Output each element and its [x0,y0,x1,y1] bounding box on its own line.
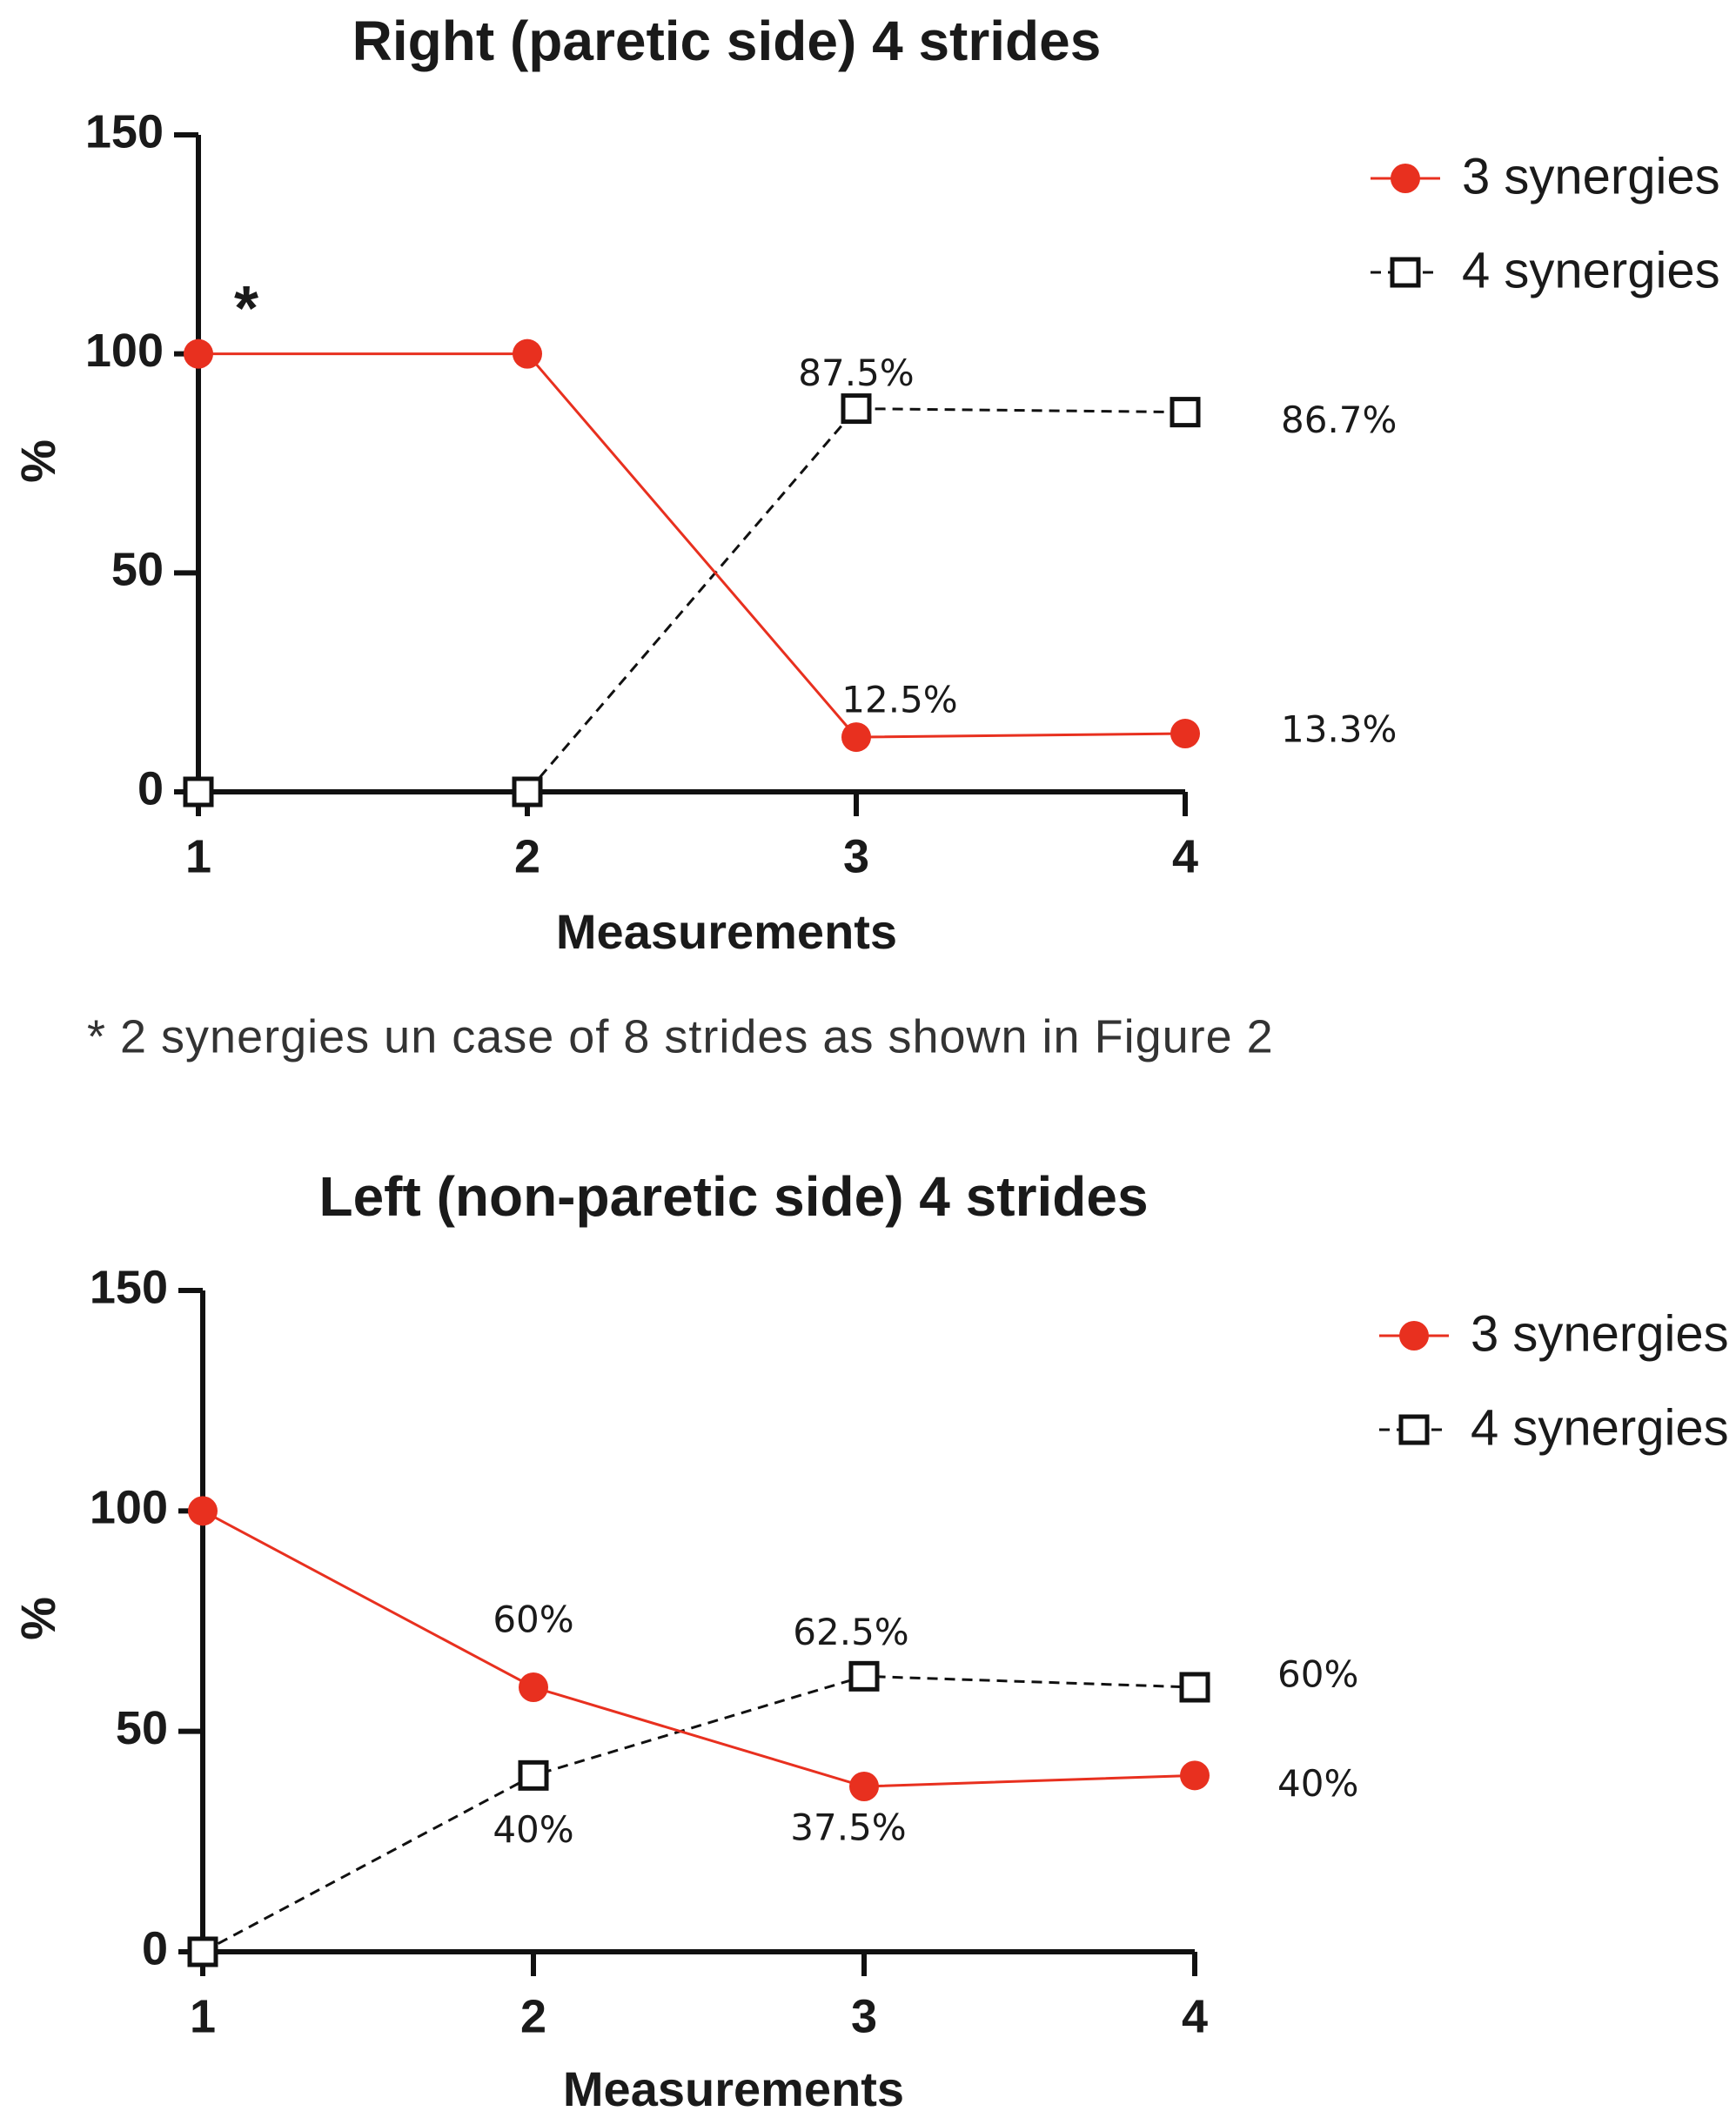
data-label: 60% [493,1599,573,1641]
y-axis-label: % [10,439,65,483]
series-line-4-synergies [202,1674,1196,1954]
y-tick-label: 100 [90,1482,168,1534]
chart-panel-2: Left (non-paretic side) 4 strides 0 50 100 1… [10,1165,1729,2116]
data-point-4-synergies [1179,1672,1210,1703]
x-tick-label: 2 [520,1990,546,2042]
data-point-4-synergies [848,1660,880,1692]
y-tick-label: 100 [85,325,164,377]
y-tick-label: 50 [111,544,164,596]
y-tick-label: 0 [137,762,164,814]
data-point-4-synergies [183,776,214,808]
data-point-3-synergies [1180,1760,1210,1791]
data-point-3-synergies [519,1672,548,1702]
data-point-4-synergies [518,1759,549,1791]
legend-marker-square [1398,1414,1430,1445]
data-point-3-synergies [841,722,871,753]
data-label: 40% [493,1808,573,1851]
x-tick-label: 4 [1172,830,1198,882]
series-line-4-synergies [198,407,1186,794]
legend-marker-square [1390,257,1421,288]
y-tick-label: 0 [142,1922,168,1974]
data-label: 87.5% [798,352,914,394]
series-line-3-synergies [198,352,1186,739]
data-label: 13.3% [1281,708,1397,751]
legend-label: 3 synergies [1471,1305,1729,1362]
y-tick-label: 150 [85,105,164,158]
data-label: 37.5% [790,1806,906,1849]
x-tick-label: 3 [851,1990,877,2042]
data-point-4-synergies [841,393,872,425]
data-point-3-synergies [1170,719,1200,749]
data-point-4-synergies [1170,397,1201,428]
data-label: 62.5% [793,1611,908,1653]
legend-label: 4 synergies [1471,1399,1729,1456]
x-tick-label: 1 [190,1990,216,2042]
data-point-3-synergies [513,338,542,369]
footnote: * 2 synergies un case of 8 strides as sh… [87,1010,1274,1062]
data-point-3-synergies [188,1496,218,1526]
chart-title: Left (non-paretic side) 4 strides [318,1165,1148,1228]
data-label: 60% [1277,1653,1358,1696]
y-tick-label: 150 [90,1261,168,1313]
x-tick-label: 3 [843,830,869,882]
data-point-4-synergies [187,1936,218,1967]
legend-marker-circle [1399,1321,1429,1351]
data-label: 86.7% [1281,399,1397,441]
data-label: 12.5% [841,679,957,721]
x-tick-label: 4 [1182,1990,1208,2042]
y-axis-label: % [10,1597,65,1640]
x-tick-label: 1 [185,830,211,882]
series-line-3-synergies [202,1510,1196,1788]
y-tick-label: 50 [116,1702,168,1754]
legend-marker-circle [1391,164,1420,193]
asterisk-annotation: * [234,274,258,344]
data-point-4-synergies [512,776,543,808]
chart-title: Right (paretic side) 4 strides [352,10,1102,72]
legend-label: 3 synergies [1462,148,1720,204]
data-label: 40% [1277,1762,1358,1805]
chart-panel-1: Right (paretic side) 4 strides 0 50 100 150 1… [10,10,1720,1062]
x-axis-label: Measurements [563,2061,904,2116]
data-point-3-synergies [849,1772,879,1801]
legend-label: 4 synergies [1462,242,1720,298]
x-axis-label: Measurements [556,904,897,959]
data-point-3-synergies [184,338,213,369]
x-tick-label: 2 [514,830,540,882]
